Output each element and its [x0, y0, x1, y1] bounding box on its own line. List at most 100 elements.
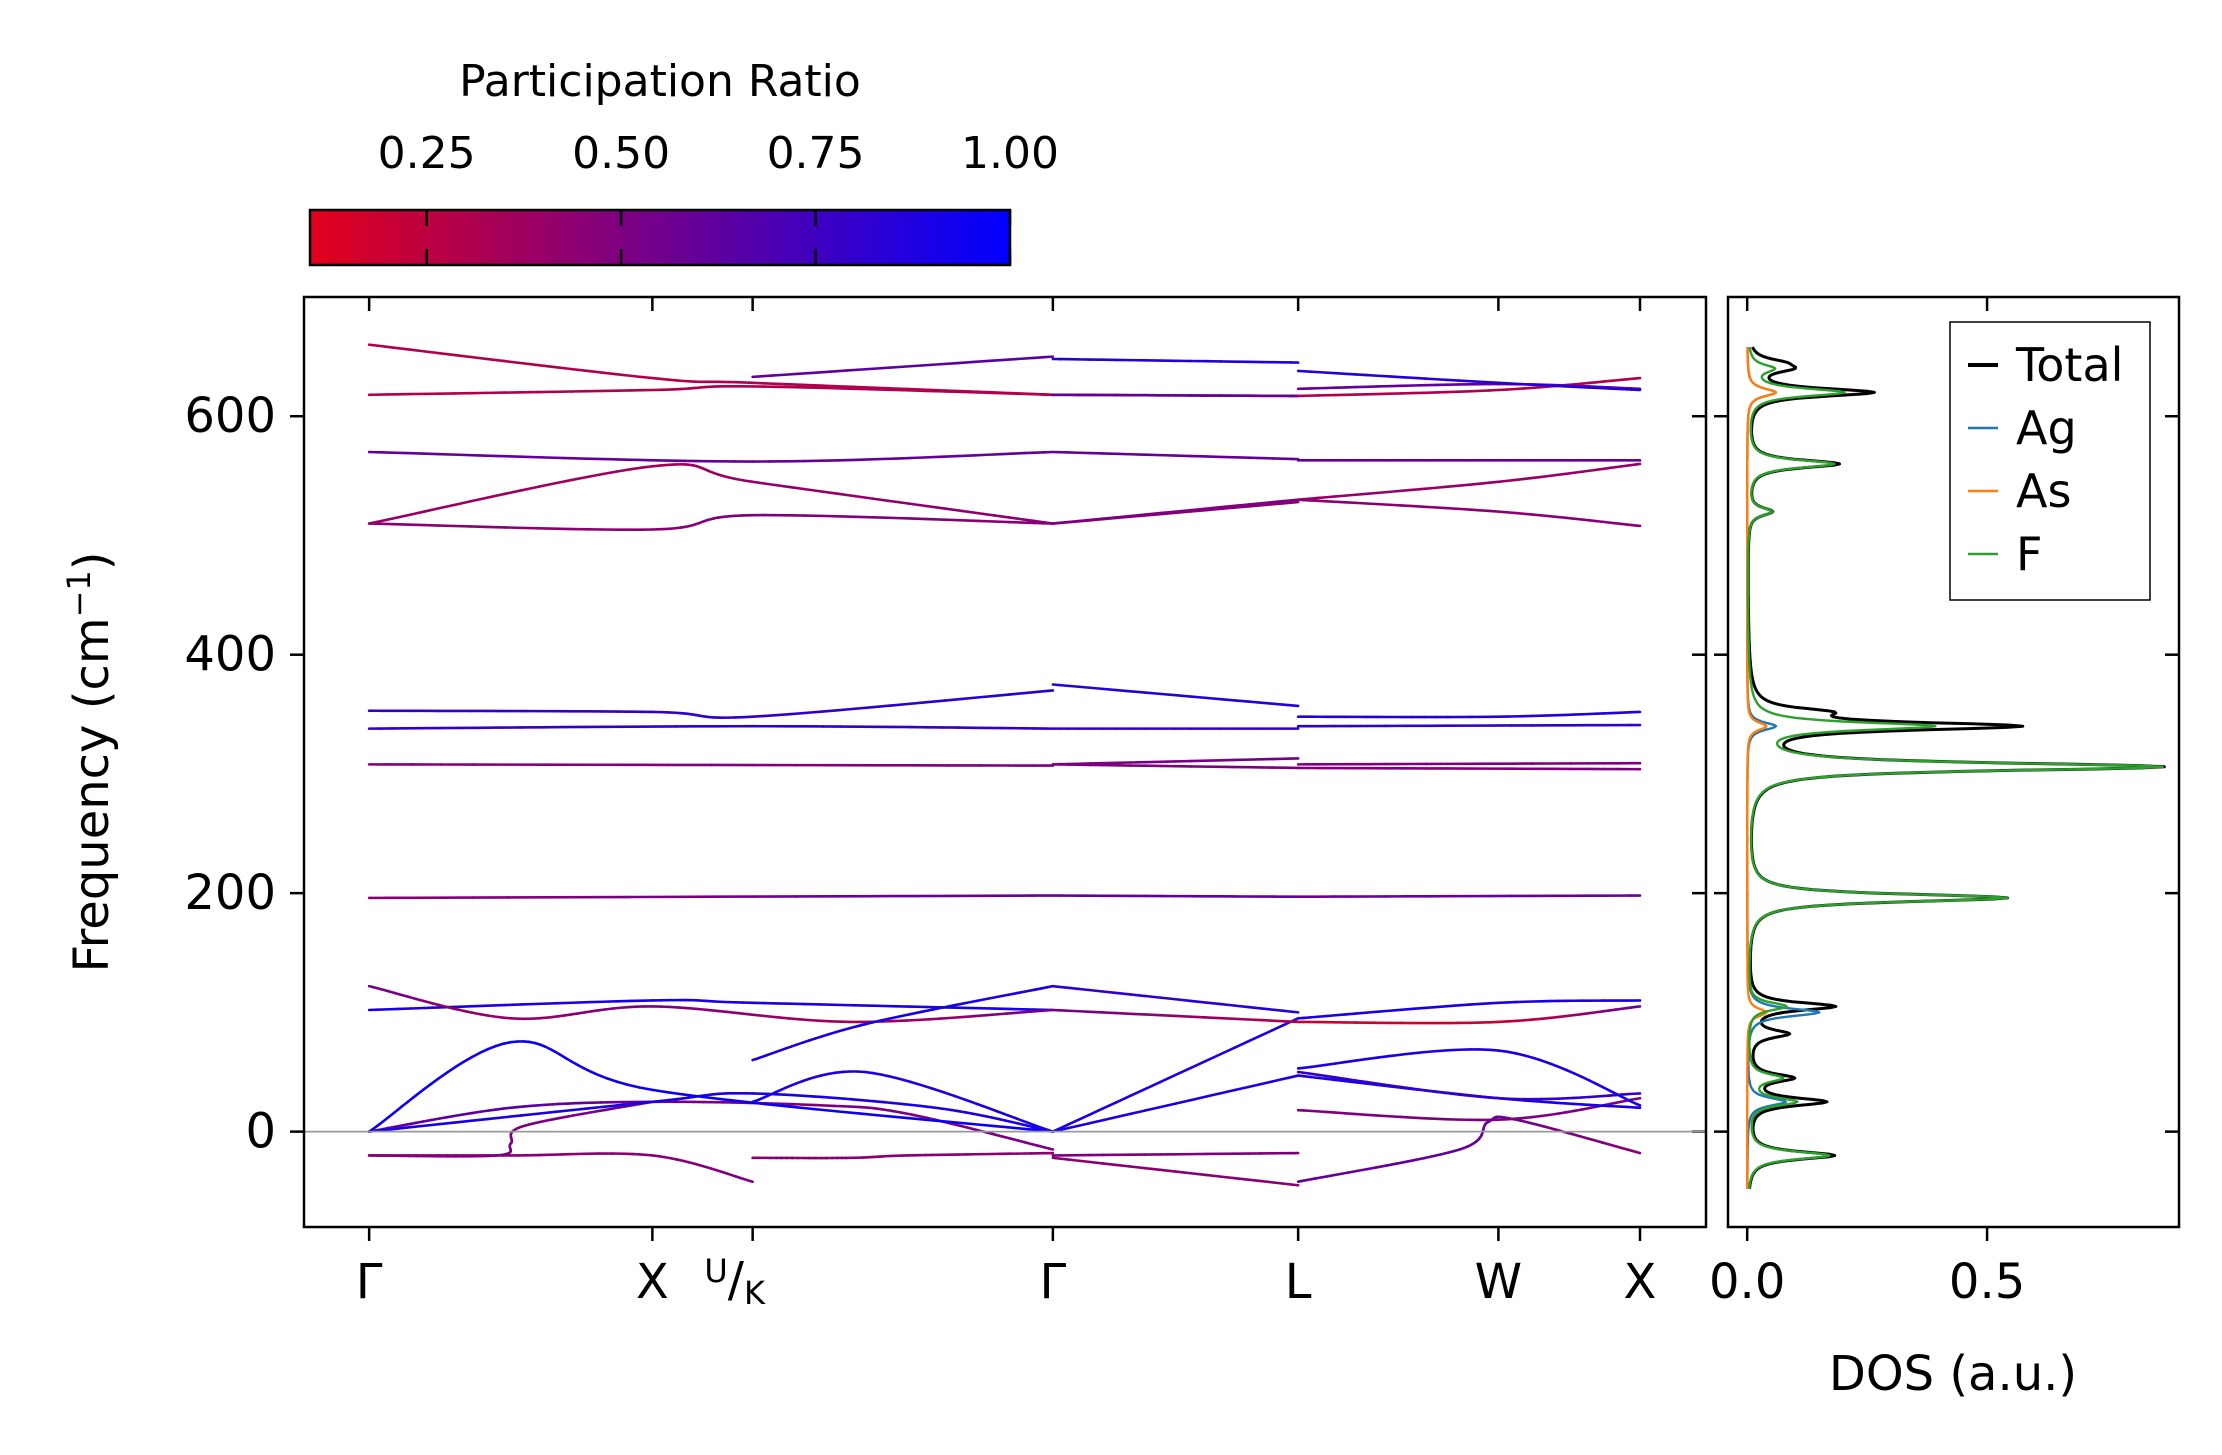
band-segment: [453, 1004, 473, 1009]
band-segment: [920, 1008, 934, 1014]
band-segment: [996, 1110, 1010, 1117]
band-segment: [975, 1102, 989, 1110]
band-segment: [409, 510, 426, 516]
band-segment: [821, 1095, 835, 1100]
band-segment: [1129, 1109, 1147, 1116]
band-segment: [478, 1012, 490, 1017]
band-segment: [1478, 508, 1491, 513]
band-segment: [1325, 499, 1337, 504]
band-segment: [477, 454, 501, 458]
band-segment: [907, 387, 929, 392]
band-segment: [909, 1010, 923, 1016]
band-segment: [880, 1073, 892, 1078]
band-segment: [1385, 1162, 1399, 1167]
band-segment: [387, 1111, 396, 1119]
band-segment: [871, 388, 893, 392]
band-line: [1051, 393, 1300, 398]
band-segment: [1531, 1114, 1543, 1119]
band-segment: [960, 509, 980, 515]
band-segment: [1219, 1088, 1237, 1095]
x-tick-label: X: [636, 1254, 669, 1310]
legend-items: Total Ag As F: [1968, 338, 2123, 581]
band-segment: [1548, 1015, 1560, 1020]
band-segment: [986, 1106, 1000, 1113]
band-segment: [908, 456, 929, 460]
band-segment: [949, 1122, 961, 1127]
band-segment: [1497, 1049, 1509, 1054]
band-segment: [1247, 502, 1263, 506]
band-segment: [429, 1117, 441, 1122]
band-segment: [973, 1122, 996, 1128]
band-segment: [1514, 1052, 1526, 1057]
band-segment: [1405, 1158, 1418, 1163]
band-segment: [746, 1012, 760, 1017]
band-segment: [406, 1094, 417, 1103]
band-segment: [405, 451, 424, 455]
band-segment: [1334, 1111, 1347, 1115]
band-segment: [1233, 1176, 1250, 1181]
band-segment: [977, 511, 996, 517]
band-segment: [1174, 1066, 1193, 1077]
band-segment: [1233, 505, 1250, 509]
band-segment: [1281, 1075, 1293, 1081]
band-line: [367, 1040, 1055, 1133]
band-segment: [596, 1108, 607, 1113]
band-segment: [597, 1073, 609, 1080]
band-segment: [1143, 1080, 1162, 1091]
dos-curve-as: [1746, 347, 1778, 1189]
band-segment: [751, 375, 763, 379]
band-segment: [1344, 501, 1358, 505]
band-segment: [1539, 514, 1551, 518]
band-segment: [925, 455, 945, 459]
band-segment: [1077, 987, 1092, 992]
band-segment: [1399, 1052, 1415, 1056]
band-segment: [1376, 1009, 1391, 1013]
band-line: [1296, 498, 1642, 528]
band-segment: [1522, 476, 1535, 481]
colorbar-tick-label: 1.00: [961, 128, 1059, 179]
band-segment: [1189, 695, 1208, 700]
band-segment: [478, 1109, 490, 1114]
x-tick-label: Γ: [356, 1254, 383, 1310]
x-tick-label: U/K: [704, 1252, 766, 1312]
band-segment: [1354, 492, 1368, 497]
legend-label: F: [2016, 527, 2042, 581]
band-segment: [960, 389, 980, 394]
band-segment: [803, 487, 822, 493]
band-segment: [1259, 503, 1274, 507]
band-segment: [1058, 520, 1070, 525]
band-segment: [1468, 508, 1482, 512]
band-segment: [1259, 1007, 1274, 1011]
band-segment: [1316, 1110, 1328, 1114]
band-segment: [977, 390, 996, 394]
band-segment: [1026, 1127, 1043, 1132]
band-segment: [367, 520, 379, 525]
band-segment: [1129, 1087, 1147, 1098]
band-segment: [1634, 1102, 1642, 1107]
band-line: [1051, 450, 1300, 461]
band-segment: [706, 1008, 719, 1013]
band-line: [1296, 710, 1642, 719]
band-line: [751, 1070, 1055, 1133]
band-segment: [1446, 484, 1461, 488]
band-segment: [1008, 1137, 1020, 1142]
band-segment: [1468, 1094, 1482, 1099]
band-segment: [1077, 518, 1092, 523]
band-segment: [1289, 1183, 1300, 1187]
band-segment: [1259, 1028, 1274, 1037]
band-segment: [1556, 1111, 1568, 1115]
band-segment: [601, 371, 619, 376]
band-segment: [1270, 1181, 1284, 1185]
band-segment: [992, 520, 1011, 524]
band-segment: [892, 1019, 907, 1023]
band-segment: [960, 696, 980, 701]
band-segment: [1189, 1095, 1208, 1102]
band-segment: [1204, 696, 1222, 701]
band-segment: [871, 497, 893, 503]
band-line: [1051, 757, 1300, 766]
band-segment: [1219, 1175, 1237, 1180]
band-segment: [1395, 1160, 1408, 1165]
band-segment: [1259, 1179, 1274, 1184]
band-segment: [1334, 1076, 1347, 1081]
band-segment: [918, 1104, 930, 1109]
